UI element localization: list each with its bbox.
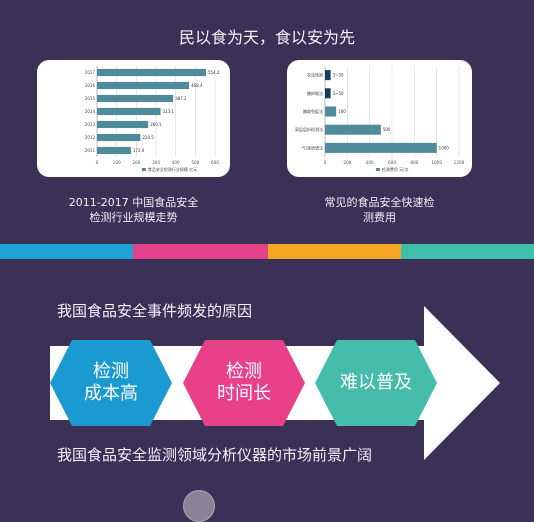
cost-chart-category-label: 酶抑制法 (307, 90, 323, 96)
color-strip (0, 244, 534, 259)
strip-segment-orange (268, 244, 401, 259)
cost-chart-bar (325, 70, 331, 81)
industry-scale-caption-line2: 检测行业规模走势 (89, 211, 178, 224)
scale-chart-x-tick-label: 200 (132, 160, 140, 165)
scale-chart-x-tick-label: 0 (96, 160, 99, 165)
cost-chart-category-label: 离层层析检测法 (295, 126, 323, 132)
reasons-arrow-diagram (50, 306, 500, 460)
test-cost-caption: 常见的食品安全快速检 测费用 (287, 195, 472, 225)
scale-chart-category-label: 2013 (85, 122, 96, 127)
scale-chart-bar (97, 120, 149, 129)
cost-chart-legend-swatch (375, 168, 380, 171)
scale-chart-bar (97, 107, 161, 116)
industry-scale-chart: 0 100 200 300 400 500 600 2017 554.2 2016 468.4 201… (85, 66, 220, 172)
test-cost-chart-card: 0 200 400 600 800 1000 1200 农化残测 3~50 酶抑制法 3~50 酶联免… (287, 60, 472, 177)
page-title: 民以食为天，食以安为先 (178, 28, 355, 47)
cost-chart-bar (325, 106, 337, 117)
reason-hexagon-time (183, 340, 305, 426)
cost-chart-legend-label: 检测费用 元/次 (382, 166, 409, 172)
scale-chart-category-label: 2011 (85, 148, 96, 153)
cost-chart-x-tick-label: 1200 (454, 160, 465, 165)
market-heading: 我国食品安全监测领域分析仪器的市场前景广阔 (57, 446, 373, 464)
reason-label-popularize-line1: 难以普及 (340, 372, 412, 393)
cost-chart-bar (325, 88, 331, 99)
cost-chart-x-tick-label: 0 (324, 160, 327, 165)
scale-chart-data-label: 323.1 (163, 109, 175, 114)
reason-label-time: 检测 时间长 (194, 361, 294, 405)
cost-chart-category-label: 农化残测 (307, 72, 323, 78)
cost-chart-category-label: 酶联免疫法 (303, 108, 323, 114)
reason-label-popularize: 难以普及 (326, 372, 426, 394)
scale-chart-bar (97, 133, 141, 142)
cause-heading: 我国食品安全事件频发的原因 (57, 302, 253, 320)
cost-chart-x-tick-label: 600 (388, 160, 396, 165)
scale-chart-bar (97, 146, 131, 155)
scale-chart-bar (97, 81, 190, 90)
strip-segment-blue (0, 244, 133, 259)
cost-chart-x-tick-label: 800 (410, 160, 418, 165)
cost-chart-data-label: 100 (338, 109, 346, 114)
reason-label-cost: 检测 成本高 (61, 361, 161, 405)
industry-scale-caption: 2011-2017 中国食品安全 检测行业规模走势 (37, 195, 230, 225)
scale-chart-category-label: 2014 (85, 109, 96, 114)
reason-label-time-line1: 检测 (226, 361, 262, 382)
industry-scale-chart-card: 0 100 200 300 400 500 600 2017 554.2 2016 468.4 201… (37, 60, 230, 177)
cost-chart-data-label: 500 (383, 127, 391, 132)
scale-chart-data-label: 172.4 (133, 148, 145, 153)
reason-hexagon-cost (50, 340, 172, 426)
cost-chart-x-tick-label: 1000 (431, 160, 442, 165)
avatar (183, 490, 215, 522)
scale-chart-x-tick-label: 400 (172, 160, 180, 165)
reason-label-time-line2: 时间长 (217, 383, 271, 404)
scale-chart-bar (97, 94, 174, 103)
scale-chart-category-label: 2012 (85, 135, 96, 140)
test-cost-chart: 0 200 400 600 800 1000 1200 农化残测 3~50 酶抑制法 3~50 酶联免… (295, 66, 465, 172)
scale-chart-x-tick-label: 300 (152, 160, 160, 165)
reason-label-cost-line1: 检测 (93, 361, 129, 382)
scale-chart-data-label: 554.2 (208, 70, 220, 75)
cost-chart-data-label: 3~50 (333, 91, 344, 96)
scale-chart-data-label: 220.5 (142, 135, 154, 140)
strip-segment-pink (133, 244, 268, 259)
industry-scale-caption-line1: 2011-2017 中国食品安全 (68, 196, 199, 209)
strip-segment-teal (401, 244, 534, 259)
cost-chart-bar (325, 142, 437, 153)
cost-chart-data-label: 1000 (439, 145, 450, 150)
cost-chart-x-tick-label: 200 (343, 160, 351, 165)
scale-chart-data-label: 260.1 (150, 122, 162, 127)
scale-chart-legend-swatch (141, 168, 146, 171)
scale-chart-category-label: 2016 (85, 83, 96, 88)
scale-chart-legend-label: 食品安全检测行业规模 亿元 (148, 166, 197, 172)
scale-chart-category-label: 2017 (85, 70, 96, 75)
cost-chart-category-label: 气/液质谱法 (302, 144, 323, 150)
scale-chart-x-tick-label: 500 (191, 160, 199, 165)
scale-chart-x-tick-label: 100 (113, 160, 121, 165)
scale-chart-data-label: 387.2 (175, 96, 187, 101)
cost-chart-x-tick-label: 400 (366, 160, 374, 165)
reason-label-cost-line2: 成本高 (84, 383, 138, 404)
scale-chart-category-label: 2015 (85, 96, 96, 101)
cost-chart-data-label: 3~50 (333, 73, 344, 78)
cost-chart-bar (325, 124, 381, 135)
reason-hexagon-popularize (315, 340, 437, 426)
scale-chart-x-tick-label: 600 (211, 160, 219, 165)
test-cost-caption-line2: 测费用 (363, 211, 396, 224)
test-cost-caption-line1: 常见的食品安全快速检 (324, 196, 435, 209)
scale-chart-data-label: 468.4 (191, 83, 203, 88)
scale-chart-bar (97, 68, 206, 77)
